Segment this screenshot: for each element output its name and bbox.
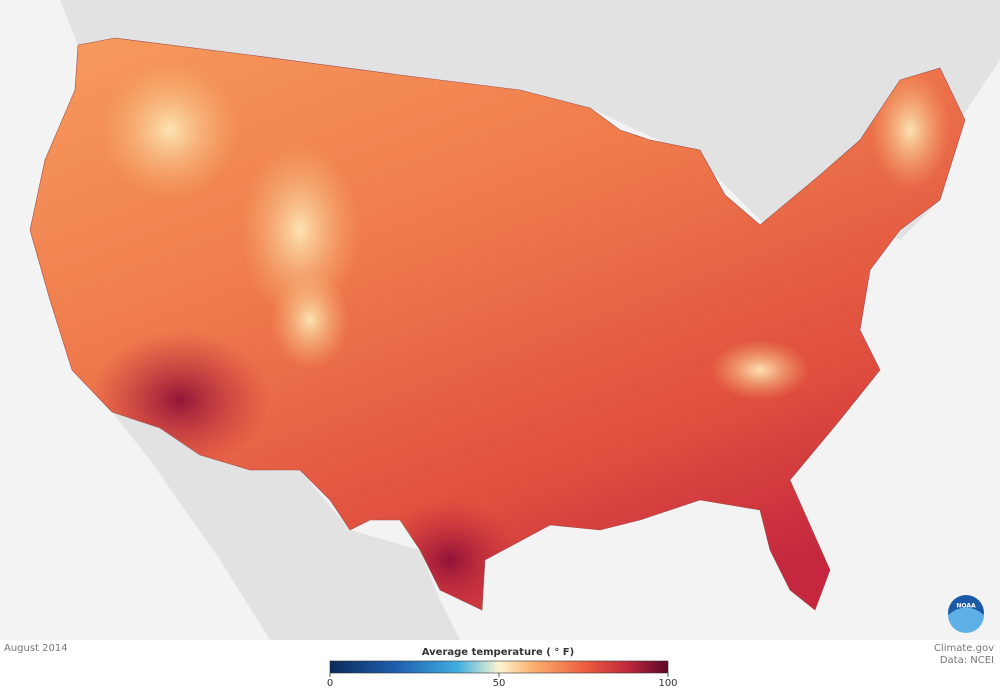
tick-label: 0	[327, 678, 333, 689]
logo-text: NOAA	[956, 603, 976, 610]
legend-title: Average temperature ( ° F)	[422, 647, 574, 658]
tick-label: 100	[658, 678, 677, 689]
canada	[60, 0, 1000, 240]
date-label: August 2014	[4, 643, 68, 654]
mexico	[112, 412, 460, 640]
credit-site: Climate.gov	[934, 643, 994, 654]
color-bar	[329, 660, 669, 674]
credit-source: Data: NCEI	[940, 655, 994, 666]
tick-label: 50	[493, 678, 506, 689]
noaa-logo-wave	[948, 607, 984, 633]
